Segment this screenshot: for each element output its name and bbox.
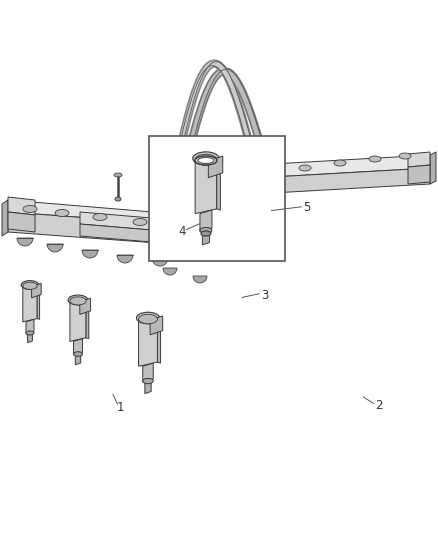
Polygon shape	[255, 155, 430, 178]
Polygon shape	[8, 200, 225, 228]
Ellipse shape	[202, 227, 208, 231]
Wedge shape	[163, 268, 177, 275]
Text: 1: 1	[117, 401, 124, 414]
Wedge shape	[152, 258, 168, 266]
Ellipse shape	[200, 228, 212, 233]
Polygon shape	[408, 165, 430, 184]
Polygon shape	[8, 197, 35, 215]
Ellipse shape	[269, 169, 281, 175]
Wedge shape	[193, 276, 207, 283]
Polygon shape	[195, 162, 275, 215]
Ellipse shape	[74, 352, 82, 356]
Polygon shape	[138, 316, 157, 366]
Wedge shape	[82, 250, 98, 258]
Ellipse shape	[334, 160, 346, 166]
Ellipse shape	[23, 206, 37, 213]
Ellipse shape	[137, 312, 159, 324]
Polygon shape	[23, 284, 37, 322]
Ellipse shape	[26, 331, 34, 335]
Polygon shape	[80, 298, 91, 314]
Ellipse shape	[201, 203, 209, 207]
Polygon shape	[143, 363, 153, 382]
Polygon shape	[157, 316, 161, 363]
Ellipse shape	[70, 297, 86, 305]
Polygon shape	[80, 224, 175, 244]
Text: 2: 2	[375, 399, 383, 411]
Wedge shape	[47, 244, 63, 252]
Text: 5: 5	[303, 201, 310, 214]
Wedge shape	[17, 238, 33, 246]
Polygon shape	[70, 298, 86, 342]
Ellipse shape	[198, 157, 214, 164]
Ellipse shape	[115, 197, 121, 201]
Polygon shape	[80, 212, 175, 232]
Wedge shape	[117, 255, 133, 263]
Ellipse shape	[138, 314, 157, 324]
Ellipse shape	[195, 154, 217, 165]
Polygon shape	[26, 319, 34, 334]
Polygon shape	[28, 332, 32, 343]
Polygon shape	[86, 298, 89, 338]
Ellipse shape	[369, 156, 381, 162]
Polygon shape	[202, 228, 209, 245]
Polygon shape	[217, 156, 220, 210]
Ellipse shape	[93, 214, 107, 221]
Polygon shape	[37, 284, 39, 319]
Polygon shape	[195, 156, 217, 214]
Text: 4: 4	[178, 225, 186, 238]
Ellipse shape	[195, 156, 217, 165]
Polygon shape	[200, 210, 212, 232]
Polygon shape	[205, 162, 278, 223]
Ellipse shape	[55, 209, 69, 216]
Ellipse shape	[21, 280, 39, 289]
Ellipse shape	[68, 295, 88, 305]
Polygon shape	[74, 338, 82, 355]
Ellipse shape	[193, 152, 219, 165]
Ellipse shape	[114, 173, 122, 177]
Polygon shape	[150, 316, 162, 335]
Polygon shape	[75, 352, 81, 365]
Polygon shape	[32, 284, 41, 298]
Polygon shape	[8, 212, 225, 248]
Ellipse shape	[23, 282, 37, 289]
Polygon shape	[145, 379, 151, 393]
Ellipse shape	[133, 219, 147, 225]
Ellipse shape	[143, 378, 153, 384]
Ellipse shape	[299, 165, 311, 171]
Ellipse shape	[168, 222, 182, 229]
Polygon shape	[2, 200, 8, 236]
Ellipse shape	[399, 153, 411, 159]
Polygon shape	[408, 152, 430, 167]
Polygon shape	[208, 156, 223, 177]
Bar	[149, 136, 285, 261]
Polygon shape	[8, 212, 35, 232]
Polygon shape	[430, 152, 436, 184]
Polygon shape	[255, 168, 430, 194]
Text: 3: 3	[261, 289, 268, 302]
Ellipse shape	[201, 231, 211, 236]
